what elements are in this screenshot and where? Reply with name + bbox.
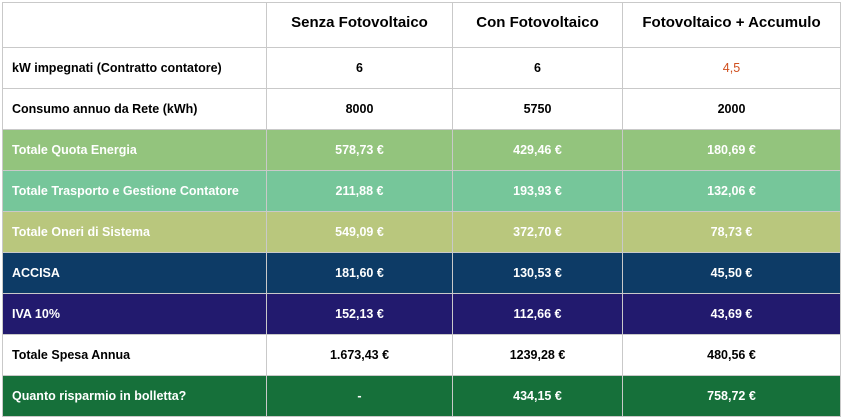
- table-cell: 45,50 €: [622, 252, 841, 294]
- table-cell: 6: [452, 47, 623, 89]
- row-label: Totale Oneri di Sistema: [2, 211, 267, 253]
- header-corner-cell: [2, 2, 267, 48]
- column-header-fotovoltaico-accumulo: Fotovoltaico + Accumulo: [622, 2, 841, 48]
- row-label: Totale Trasporto e Gestione Contatore: [2, 170, 267, 212]
- table-cell-highlighted: 4,5: [622, 47, 841, 89]
- table-cell: 434,15 €: [452, 375, 623, 417]
- column-header-con-fotovoltaico: Con Fotovoltaico: [452, 2, 623, 48]
- table-cell: 578,73 €: [266, 129, 453, 171]
- table-cell: 429,46 €: [452, 129, 623, 171]
- row-label: ACCISA: [2, 252, 267, 294]
- table-cell: 1.673,43 €: [266, 334, 453, 376]
- table-cell: 549,09 €: [266, 211, 453, 253]
- row-label: Quanto risparmio in bolletta?: [2, 375, 267, 417]
- table-cell: 43,69 €: [622, 293, 841, 335]
- table-row-iva: IVA 10% 152,13 € 112,66 € 43,69 €: [2, 293, 841, 335]
- table-cell: 5750: [452, 88, 623, 130]
- table-row-oneri-sistema: Totale Oneri di Sistema 549,09 € 372,70 …: [2, 211, 841, 253]
- row-label: Totale Quota Energia: [2, 129, 267, 171]
- table-cell: 6: [266, 47, 453, 89]
- table-row-kw-impegnati: kW impegnati (Contratto contatore) 6 6 4…: [2, 47, 841, 89]
- table-cell: 211,88 €: [266, 170, 453, 212]
- row-label: IVA 10%: [2, 293, 267, 335]
- table-cell: 112,66 €: [452, 293, 623, 335]
- table-row-risparmio: Quanto risparmio in bolletta? - 434,15 €…: [2, 375, 841, 417]
- table-header-row: Senza Fotovoltaico Con Fotovoltaico Foto…: [2, 2, 841, 48]
- table-cell: -: [266, 375, 453, 417]
- column-header-senza-fotovoltaico: Senza Fotovoltaico: [266, 2, 453, 48]
- table-cell: 78,73 €: [622, 211, 841, 253]
- table-cell: 372,70 €: [452, 211, 623, 253]
- table-cell: 152,13 €: [266, 293, 453, 335]
- table-cell: 132,06 €: [622, 170, 841, 212]
- table-row-quota-energia: Totale Quota Energia 578,73 € 429,46 € 1…: [2, 129, 841, 171]
- table-cell: 480,56 €: [622, 334, 841, 376]
- table-row-trasporto-gestione: Totale Trasporto e Gestione Contatore 21…: [2, 170, 841, 212]
- row-label: Consumo annuo da Rete (kWh): [2, 88, 267, 130]
- table-cell: 180,69 €: [622, 129, 841, 171]
- table-cell: 758,72 €: [622, 375, 841, 417]
- table-cell: 193,93 €: [452, 170, 623, 212]
- table-row-totale-spesa: Totale Spesa Annua 1.673,43 € 1239,28 € …: [2, 334, 841, 376]
- row-label: Totale Spesa Annua: [2, 334, 267, 376]
- table-cell: 8000: [266, 88, 453, 130]
- table-cell: 1239,28 €: [452, 334, 623, 376]
- table-row-accisa: ACCISA 181,60 € 130,53 € 45,50 €: [2, 252, 841, 294]
- table-cell: 2000: [622, 88, 841, 130]
- row-label: kW impegnati (Contratto contatore): [2, 47, 267, 89]
- table-row-consumo-annuo: Consumo annuo da Rete (kWh) 8000 5750 20…: [2, 88, 841, 130]
- table-cell: 130,53 €: [452, 252, 623, 294]
- table-cell: 181,60 €: [266, 252, 453, 294]
